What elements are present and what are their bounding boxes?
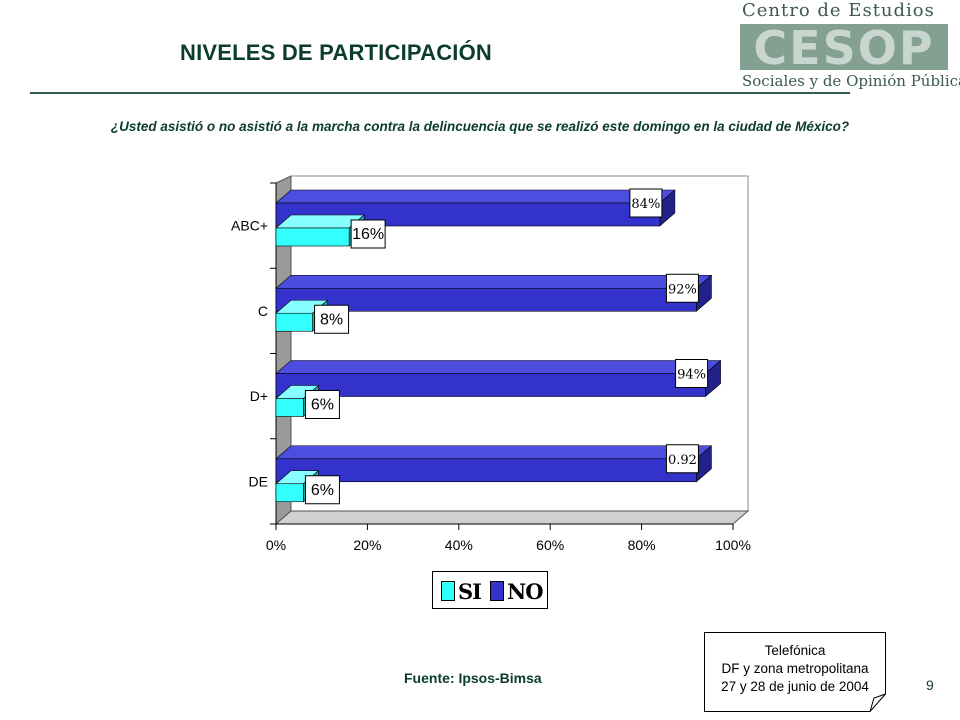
legend-label-no: NO — [507, 578, 543, 604]
data-label-no-DE-box — [665, 444, 699, 474]
data-label-si-C-box — [314, 304, 350, 334]
category-label-ABC+: ABC+ — [231, 218, 268, 234]
data-label-no-DE: 0.92 — [668, 453, 697, 468]
x-tick-label: 100% — [715, 537, 751, 553]
bar-si-ABC+ — [275, 227, 350, 247]
note-line-3: 27 y 28 de junio de 2004 — [721, 679, 869, 694]
page-number: 9 — [926, 677, 934, 693]
bar-no-D+-top — [275, 360, 722, 374]
data-label-si-ABC+: 16% — [352, 226, 384, 243]
data-label-si-DE-box — [304, 475, 340, 505]
category-label-C: C — [258, 303, 268, 319]
bar-si-C — [275, 312, 313, 332]
page-title: NIVELES DE PARTICIPACIÓN — [180, 40, 493, 65]
note-text: Telefónica DF y zona metropolitana 27 y … — [704, 642, 886, 696]
logo-top-text: Centro de Estudios — [742, 0, 935, 21]
category-label-D+: D+ — [250, 388, 268, 404]
data-label-si-ABC+-box — [350, 219, 386, 249]
x-tick-label: 20% — [353, 537, 381, 553]
legend-label-si: SI — [458, 578, 482, 604]
category-label-DE: DE — [249, 473, 268, 489]
cesop-logo: Centro de Estudios CESOP Sociales y de O… — [736, 0, 960, 96]
x-tick-label: 0% — [266, 537, 286, 553]
note-frame — [704, 632, 886, 712]
data-label-no-C: 92% — [668, 282, 697, 297]
data-label-no-ABC+-box — [629, 188, 663, 218]
chart-legend: SI NO — [432, 571, 548, 609]
data-label-si-D+: 6% — [311, 397, 334, 414]
methodology-note: Telefónica DF y zona metropolitana 27 y … — [704, 632, 886, 712]
survey-question: ¿Usted asistió o no asistió a la marcha … — [110, 119, 850, 134]
logo-bottom-text: Sociales y de Opinión Pública — [742, 72, 960, 90]
legend-item-no: NO — [490, 578, 543, 604]
data-label-no-D+: 94% — [677, 368, 706, 383]
legend-swatch-si — [441, 581, 455, 601]
data-label-no-ABC+: 84% — [631, 197, 660, 212]
x-tick-label: 60% — [536, 537, 564, 553]
chart-floor — [274, 510, 750, 525]
note-line-1: Telefónica — [764, 643, 826, 658]
note-line-2: DF y zona metropolitana — [721, 661, 869, 676]
bar-no-DE-top — [275, 445, 713, 460]
bar-no-C-top — [275, 274, 713, 289]
x-tick-label: 80% — [628, 537, 656, 553]
data-label-si-DE: 6% — [311, 482, 334, 499]
data-label-si-C: 8% — [320, 311, 343, 328]
bar-si-D+ — [275, 398, 304, 417]
source-note: Fuente: Ipsos-Bimsa — [404, 670, 542, 686]
data-label-no-C-box — [665, 273, 699, 303]
bar-no-D+ — [275, 373, 706, 397]
bar-si-DE — [275, 483, 304, 503]
data-label-no-D+-box — [675, 359, 709, 388]
x-tick-label: 40% — [445, 537, 473, 553]
logo-mark: CESOP — [740, 22, 948, 72]
legend-swatch-no — [490, 581, 504, 601]
bar-no-ABC+-top — [275, 189, 676, 204]
header-rule — [30, 92, 850, 94]
data-label-si-D+-box — [304, 390, 340, 419]
logo-mark-text: CESOP — [753, 22, 934, 72]
legend-item-si: SI — [441, 578, 482, 604]
